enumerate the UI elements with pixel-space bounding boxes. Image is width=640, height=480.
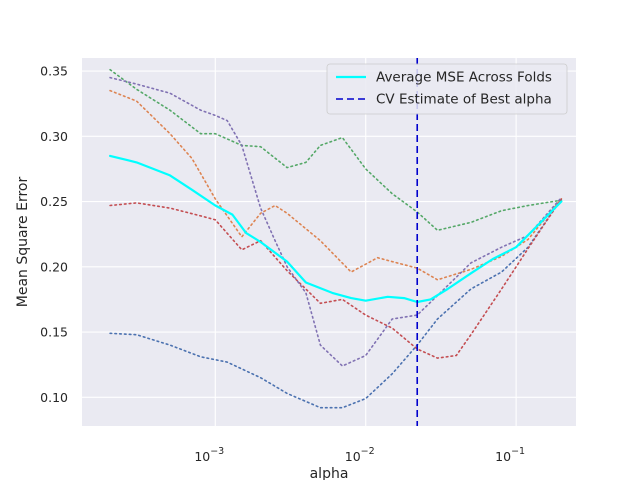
x-tick-base: 10: [194, 449, 210, 464]
x-axis-label: alpha: [310, 466, 349, 480]
series-line-fold-blue: [109, 198, 563, 409]
legend-label-average: Average MSE Across Folds: [376, 70, 552, 86]
y-tick-label: 0.15: [40, 325, 68, 340]
y-tick-label: 0.30: [40, 129, 68, 144]
series-line-average: [108, 154, 563, 304]
legend-box: [326, 63, 568, 115]
x-tick-exponent: −2: [361, 446, 375, 457]
x-tick-labels: 10−3 10−2 10−1: [194, 446, 525, 464]
x-tick-base: 10: [345, 449, 361, 464]
series-line-fold-orange: [109, 89, 563, 281]
y-tick-label: 0.10: [40, 390, 68, 405]
y-tick-labels: 0.10 0.15 0.20 0.25 0.30 0.35: [40, 64, 68, 405]
x-tick-label: 10−1: [495, 446, 525, 464]
x-tick-base: 10: [495, 449, 511, 464]
x-tick-label: 10−3: [194, 446, 224, 464]
y-tick-label: 0.25: [40, 194, 68, 209]
x-tick-label: 10−2: [345, 446, 375, 464]
x-tick-exponent: −1: [511, 446, 525, 457]
legend: Average MSE Across Folds CV Estimate of …: [326, 63, 568, 115]
series-line-fold-purple: [109, 76, 563, 367]
y-tick-label: 0.20: [40, 259, 68, 274]
series-line-fold-red: [109, 198, 563, 359]
legend-label-best-alpha: CV Estimate of Best alpha: [376, 92, 552, 108]
plot-area: [108, 58, 563, 426]
x-tick-exponent: −3: [210, 446, 224, 457]
y-axis-label: Mean Square Error: [15, 177, 31, 308]
y-tick-label: 0.35: [40, 64, 68, 79]
series-line-fold-green: [109, 68, 563, 232]
plot-background: [82, 58, 576, 426]
